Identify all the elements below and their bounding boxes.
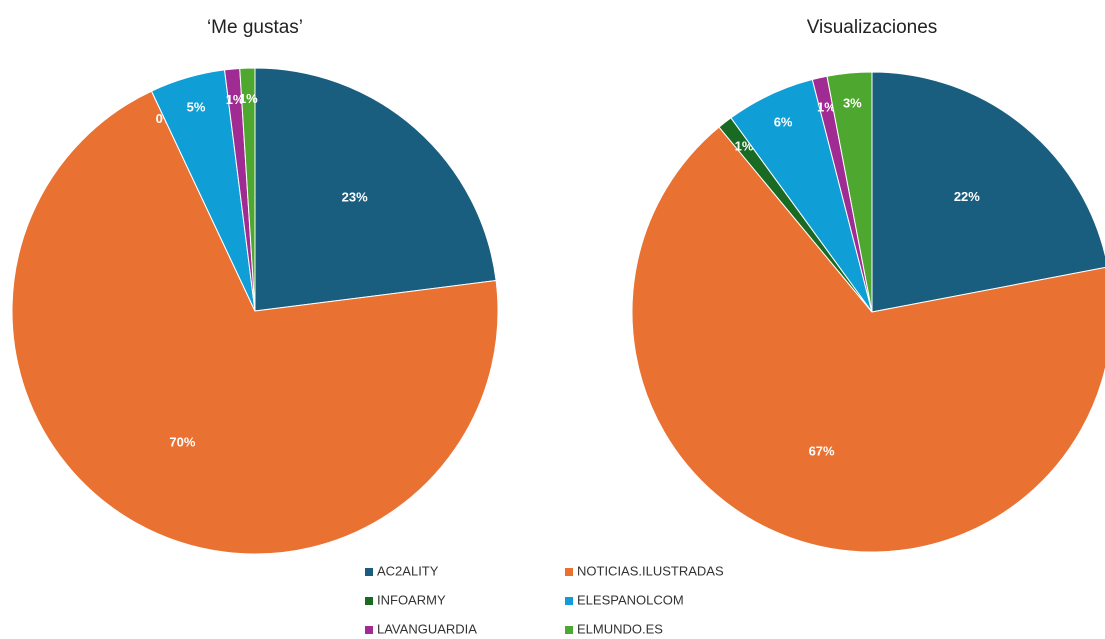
legend-label: INFOARMY bbox=[377, 592, 446, 607]
data-label: 6% bbox=[774, 115, 793, 130]
legend-label: AC2ALITY bbox=[377, 563, 439, 578]
chart-title: ‘Me gustas’ bbox=[207, 17, 303, 38]
data-label: 22% bbox=[954, 189, 980, 204]
pie-slice bbox=[871, 71, 1105, 313]
pie-slice bbox=[11, 90, 499, 555]
legend-swatch bbox=[365, 626, 373, 634]
legend-label: ELMUNDO.ES bbox=[577, 621, 663, 636]
pie-slice bbox=[631, 126, 1105, 553]
data-label: 1% bbox=[817, 100, 836, 115]
data-label: 67% bbox=[809, 443, 835, 458]
chart-title: Visualizaciones bbox=[807, 17, 938, 38]
legend-swatch bbox=[365, 568, 373, 576]
legend-label: ELESPANOLCOM bbox=[577, 592, 684, 607]
data-label: 23% bbox=[342, 189, 368, 204]
pie-slice bbox=[254, 67, 497, 312]
legend-swatch bbox=[565, 626, 573, 634]
data-label: 1% bbox=[239, 91, 258, 106]
data-label: 3% bbox=[843, 96, 862, 111]
pie-slice bbox=[826, 71, 873, 313]
legend-label: LAVANGUARDIA bbox=[377, 621, 477, 636]
legend-swatch bbox=[365, 597, 373, 605]
data-label: 1% bbox=[226, 92, 245, 107]
legend-label: NOTICIAS.ILUSTRADAS bbox=[577, 563, 724, 578]
data-label: 70% bbox=[169, 434, 195, 449]
legend-swatch bbox=[565, 568, 573, 576]
legend-swatch bbox=[565, 597, 573, 605]
data-label: 5% bbox=[187, 99, 206, 114]
pie-slice bbox=[239, 67, 256, 312]
